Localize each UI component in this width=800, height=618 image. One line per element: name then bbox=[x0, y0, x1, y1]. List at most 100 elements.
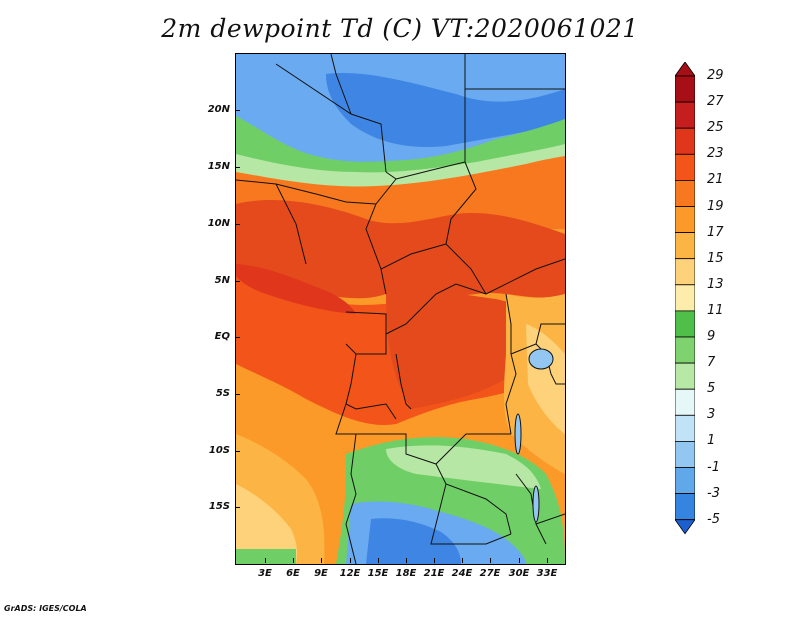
southern-interior-deepblue bbox=[366, 518, 461, 564]
border-line bbox=[535, 513, 565, 525]
colorbar-label: 15 bbox=[707, 250, 724, 266]
colorbar-segment bbox=[674, 388, 696, 416]
colorbar-top-arrow bbox=[674, 61, 696, 77]
border-line bbox=[345, 353, 397, 420]
colorbar-label: 27 bbox=[707, 94, 724, 110]
colorbar-segment bbox=[674, 493, 696, 521]
colorbar-svg bbox=[674, 61, 696, 535]
border-line bbox=[335, 403, 511, 465]
lon-label-6e: 6E bbox=[286, 568, 300, 579]
lon-tick bbox=[378, 558, 379, 563]
lon-tick bbox=[293, 558, 294, 563]
lake-malawi bbox=[532, 485, 540, 523]
colorbar-label: 19 bbox=[707, 198, 724, 214]
colorbar-segment bbox=[674, 336, 696, 364]
lon-tick bbox=[519, 558, 520, 563]
colorbar-label: 1 bbox=[707, 433, 716, 449]
colorbar-segment bbox=[674, 153, 696, 181]
border-line bbox=[365, 171, 397, 295]
lon-label-12e: 12E bbox=[339, 568, 361, 579]
lon-tick bbox=[547, 558, 548, 563]
colorbar-bottom-arrow bbox=[674, 519, 696, 535]
sahara-very-dry-zone bbox=[326, 73, 565, 148]
lat-tick bbox=[235, 507, 240, 508]
lat-tick bbox=[235, 451, 240, 452]
colorbar-label: 5 bbox=[707, 381, 716, 397]
colorbar-label: 9 bbox=[707, 329, 716, 344]
colorbar-segment bbox=[674, 75, 696, 103]
lon-tick bbox=[434, 558, 435, 563]
colorbar-segment bbox=[674, 284, 696, 312]
colorbar-label: -1 bbox=[707, 459, 720, 475]
lon-label-30e: 30E bbox=[508, 568, 530, 579]
border-line bbox=[445, 161, 487, 295]
lat-tick bbox=[235, 337, 240, 338]
colorbar-segment bbox=[674, 362, 696, 390]
lake-tanganyika bbox=[514, 413, 522, 455]
colorbar-segment bbox=[674, 127, 696, 155]
colorbar-label: 23 bbox=[707, 146, 724, 162]
lat-label-10n: 10N bbox=[207, 218, 230, 229]
colorbar-segment bbox=[674, 232, 696, 260]
lat-label-15s: 15S bbox=[208, 501, 230, 512]
border-line bbox=[330, 54, 352, 115]
colorbar-label: 13 bbox=[707, 276, 724, 292]
lon-label-21e: 21E bbox=[423, 568, 445, 579]
lat-tick bbox=[235, 394, 240, 395]
colorbar-segment bbox=[674, 258, 696, 286]
border-line bbox=[435, 463, 512, 535]
border-line bbox=[345, 311, 387, 355]
lat-label-20n: 20N bbox=[207, 104, 230, 115]
border-line bbox=[345, 433, 357, 564]
border-line bbox=[395, 353, 412, 410]
lat-label-eq: EQ bbox=[214, 331, 230, 342]
colorbar-label: 11 bbox=[707, 302, 724, 318]
colorbar bbox=[674, 61, 696, 561]
lon-tick bbox=[321, 558, 322, 563]
lon-tick bbox=[490, 558, 491, 563]
lon-tick bbox=[350, 558, 351, 563]
border-line bbox=[485, 258, 565, 295]
lon-tick bbox=[406, 558, 407, 563]
lon-label-3e: 3E bbox=[258, 568, 272, 579]
lon-tick bbox=[265, 558, 266, 563]
lat-tick bbox=[235, 110, 240, 111]
west-africa-humid-core bbox=[236, 199, 565, 299]
chart-title: 2m dewpoint Td (C) VT:2020061021 bbox=[161, 14, 639, 43]
colorbar-segment bbox=[674, 101, 696, 129]
lat-tick bbox=[235, 224, 240, 225]
lat-label-15n: 15N bbox=[207, 161, 230, 172]
lakes bbox=[514, 348, 554, 523]
lat-tick bbox=[235, 167, 240, 168]
credit-text: GrADS: IGES/COLA bbox=[4, 604, 87, 613]
border-line bbox=[395, 54, 466, 180]
border-line bbox=[510, 323, 565, 355]
south-atlantic-pale bbox=[236, 484, 298, 564]
lake-victoria bbox=[528, 348, 554, 370]
lat-label-5n: 5N bbox=[214, 275, 230, 286]
colorbar-segment bbox=[674, 467, 696, 495]
lat-label-5s: 5S bbox=[215, 388, 230, 399]
colorbar-label: 25 bbox=[707, 120, 724, 136]
colorbar-segment bbox=[674, 206, 696, 234]
border-line bbox=[380, 243, 447, 270]
border-line bbox=[505, 293, 517, 435]
guinea-coast-band bbox=[236, 264, 356, 314]
lon-tick bbox=[462, 558, 463, 563]
border-line bbox=[236, 179, 377, 205]
colorbar-segment bbox=[674, 414, 696, 442]
colorbar-label: -5 bbox=[707, 511, 720, 527]
border-line bbox=[430, 483, 512, 545]
dewpoint-map bbox=[235, 53, 566, 565]
colorbar-label: 3 bbox=[707, 407, 716, 423]
border-line bbox=[275, 63, 387, 173]
colorbar-label: 29 bbox=[707, 68, 724, 83]
lon-label-27e: 27E bbox=[479, 568, 501, 579]
lon-label-33e: 33E bbox=[536, 568, 558, 579]
border-line bbox=[275, 183, 307, 265]
lon-label-15e: 15E bbox=[367, 568, 389, 579]
colorbar-label: 17 bbox=[707, 224, 724, 240]
colorbar-segment bbox=[674, 440, 696, 468]
colorbar-label: 21 bbox=[707, 172, 724, 188]
border-line bbox=[385, 283, 487, 335]
